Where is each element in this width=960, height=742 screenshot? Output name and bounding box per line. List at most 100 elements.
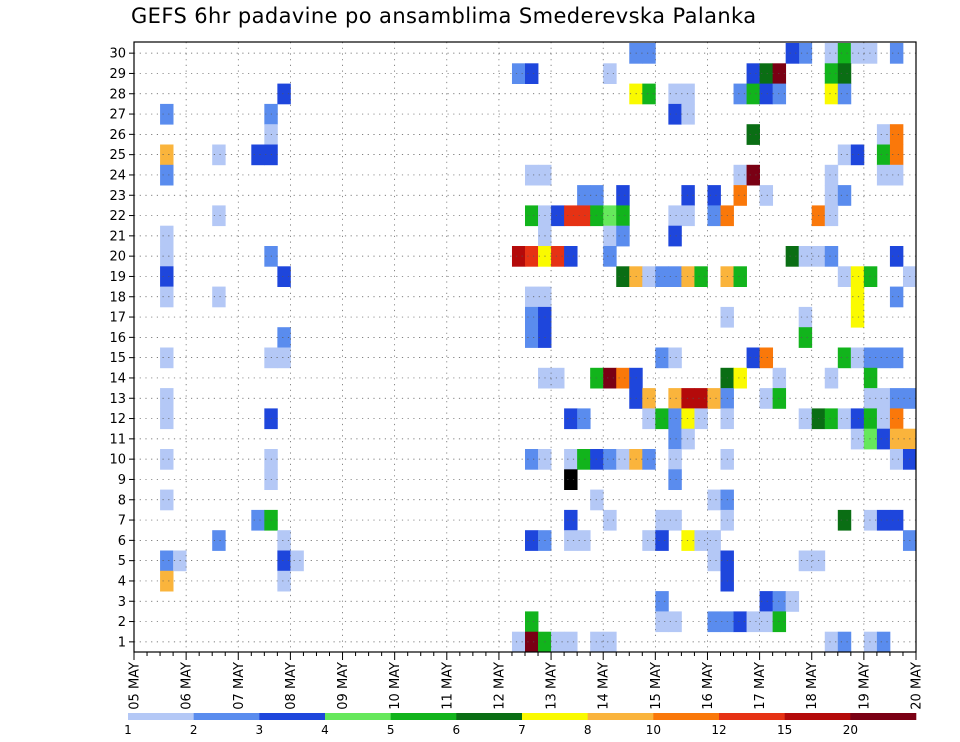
heatmap-cell bbox=[889, 509, 904, 531]
heatmap-cell bbox=[824, 43, 839, 64]
y-tick-label: 21 bbox=[109, 229, 126, 244]
heatmap-cell bbox=[837, 63, 852, 84]
heatmap-cell bbox=[668, 408, 682, 430]
y-tick-label: 27 bbox=[109, 108, 126, 123]
heatmap-cell bbox=[824, 367, 839, 389]
heatmap-cell bbox=[798, 246, 813, 267]
heatmap-cell bbox=[160, 286, 174, 308]
heatmap-cell bbox=[564, 449, 578, 470]
x-tick-label: 15 MAY bbox=[649, 662, 664, 710]
heatmap-cell bbox=[603, 205, 617, 227]
x-tick-label: 14 MAY bbox=[597, 662, 612, 710]
heatmap-cell bbox=[746, 347, 760, 369]
heatmap-cell bbox=[277, 570, 291, 592]
y-tick-label: 24 bbox=[109, 168, 126, 183]
y-tick-label: 18 bbox=[109, 290, 126, 305]
heatmap-cell bbox=[603, 509, 617, 531]
heatmap-cell bbox=[525, 205, 539, 227]
heatmap-cell bbox=[863, 43, 878, 64]
heatmap-cell bbox=[837, 185, 852, 206]
y-tick-label: 5 bbox=[118, 554, 126, 569]
heatmap-cell bbox=[850, 266, 865, 287]
heatmap-cell bbox=[668, 611, 682, 633]
heatmap-cell bbox=[603, 225, 617, 247]
heatmap-cell bbox=[551, 205, 565, 227]
heatmap-cell bbox=[525, 611, 539, 633]
x-tick-label: 11 MAY bbox=[440, 662, 455, 710]
heatmap-cell bbox=[525, 246, 539, 267]
heatmap-cell bbox=[863, 428, 878, 450]
heatmap-cell bbox=[798, 408, 813, 430]
heatmap-cell bbox=[876, 347, 891, 369]
heatmap-cell bbox=[655, 509, 669, 531]
heatmap-cell bbox=[850, 428, 865, 450]
heatmap-cell bbox=[655, 347, 669, 369]
heatmap-cell bbox=[889, 144, 904, 166]
legend-label: 2 bbox=[190, 723, 198, 737]
heatmap-cell bbox=[616, 205, 630, 227]
x-tick-label: 13 MAY bbox=[545, 662, 560, 710]
legend-label: 5 bbox=[387, 723, 395, 737]
heatmap-cell bbox=[837, 631, 852, 653]
y-tick-label: 19 bbox=[109, 270, 126, 285]
legend-label: 10 bbox=[646, 723, 661, 737]
y-tick-label: 15 bbox=[109, 351, 126, 366]
legend-swatch bbox=[653, 713, 720, 720]
legend-swatch bbox=[719, 713, 785, 720]
legend-swatch bbox=[522, 713, 588, 720]
heatmap-cell bbox=[824, 246, 839, 267]
heatmap-cell bbox=[681, 388, 695, 409]
heatmap-cell bbox=[160, 388, 174, 409]
x-tick-label: 19 MAY bbox=[857, 662, 872, 710]
heatmap-cell bbox=[889, 286, 904, 308]
y-axis: 1234567891011121314151617181920212223242… bbox=[109, 47, 134, 650]
heatmap-cell bbox=[798, 43, 813, 64]
heatmap-cell bbox=[642, 449, 656, 470]
heatmap-cell bbox=[525, 449, 539, 470]
y-tick-label: 11 bbox=[109, 432, 126, 447]
heatmap-cell bbox=[642, 43, 656, 64]
heatmap-cell bbox=[681, 428, 695, 450]
heatmap-cell bbox=[564, 469, 578, 490]
heatmap-cell bbox=[616, 367, 630, 389]
heatmap-cell bbox=[837, 347, 852, 369]
heatmap-cell bbox=[772, 388, 787, 409]
heatmap-cell bbox=[616, 225, 630, 247]
x-tick-label: 16 MAY bbox=[701, 662, 716, 710]
heatmap-cell bbox=[277, 83, 291, 105]
heatmap-cell bbox=[525, 63, 539, 84]
heatmap-cell bbox=[889, 347, 904, 369]
heatmap-cell bbox=[277, 347, 291, 369]
heatmap-cell bbox=[863, 631, 878, 653]
legend-swatch bbox=[325, 713, 391, 720]
heatmap-cell bbox=[577, 530, 591, 551]
heatmap-cell bbox=[681, 266, 695, 287]
heatmap-cell bbox=[694, 530, 708, 551]
heatmap-cell bbox=[564, 246, 578, 267]
legend-label: 6 bbox=[453, 723, 461, 737]
heatmap-cell bbox=[772, 591, 787, 612]
legend-label: 12 bbox=[711, 723, 726, 737]
heatmap-cell bbox=[668, 388, 682, 409]
heatmap-cell bbox=[889, 124, 904, 145]
x-tick-label: 09 MAY bbox=[336, 662, 351, 710]
y-tick-label: 26 bbox=[109, 128, 126, 143]
heatmap-cell bbox=[681, 530, 695, 551]
heatmap-cell bbox=[616, 266, 630, 287]
heatmap-cell bbox=[707, 205, 721, 227]
heatmap-cell bbox=[876, 144, 891, 166]
heatmap-cell bbox=[837, 266, 852, 287]
heatmap-cell bbox=[160, 225, 174, 247]
heatmap-cell bbox=[160, 489, 174, 511]
heatmap-cell bbox=[876, 124, 891, 145]
heatmap-cell bbox=[160, 144, 174, 166]
heatmap-cell bbox=[212, 205, 226, 227]
heatmap-cell bbox=[785, 43, 800, 64]
chart-title: GEFS 6hr padavine po ansamblima Smederev… bbox=[131, 4, 757, 28]
heatmap-cell bbox=[668, 83, 682, 105]
heatmap-cell bbox=[642, 408, 656, 430]
heatmap-cell bbox=[655, 591, 669, 612]
heatmap-cell bbox=[746, 164, 760, 186]
heatmap-cell bbox=[655, 266, 669, 287]
heatmap-cell bbox=[746, 83, 760, 105]
